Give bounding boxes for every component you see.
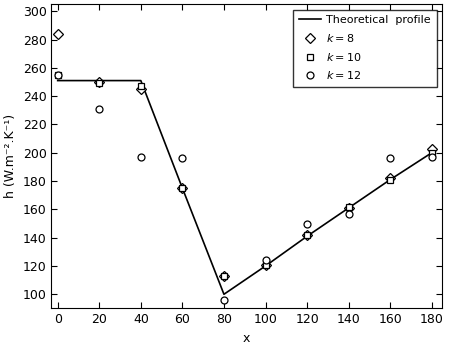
X-axis label: x: x	[243, 332, 251, 345]
Y-axis label: h (W.m⁻².K⁻¹): h (W.m⁻².K⁻¹)	[4, 114, 17, 198]
Legend: Theoretical  profile, $k = 8$, $k = 10$, $k = 12$: Theoretical profile, $k = 8$, $k = 10$, …	[293, 10, 436, 87]
